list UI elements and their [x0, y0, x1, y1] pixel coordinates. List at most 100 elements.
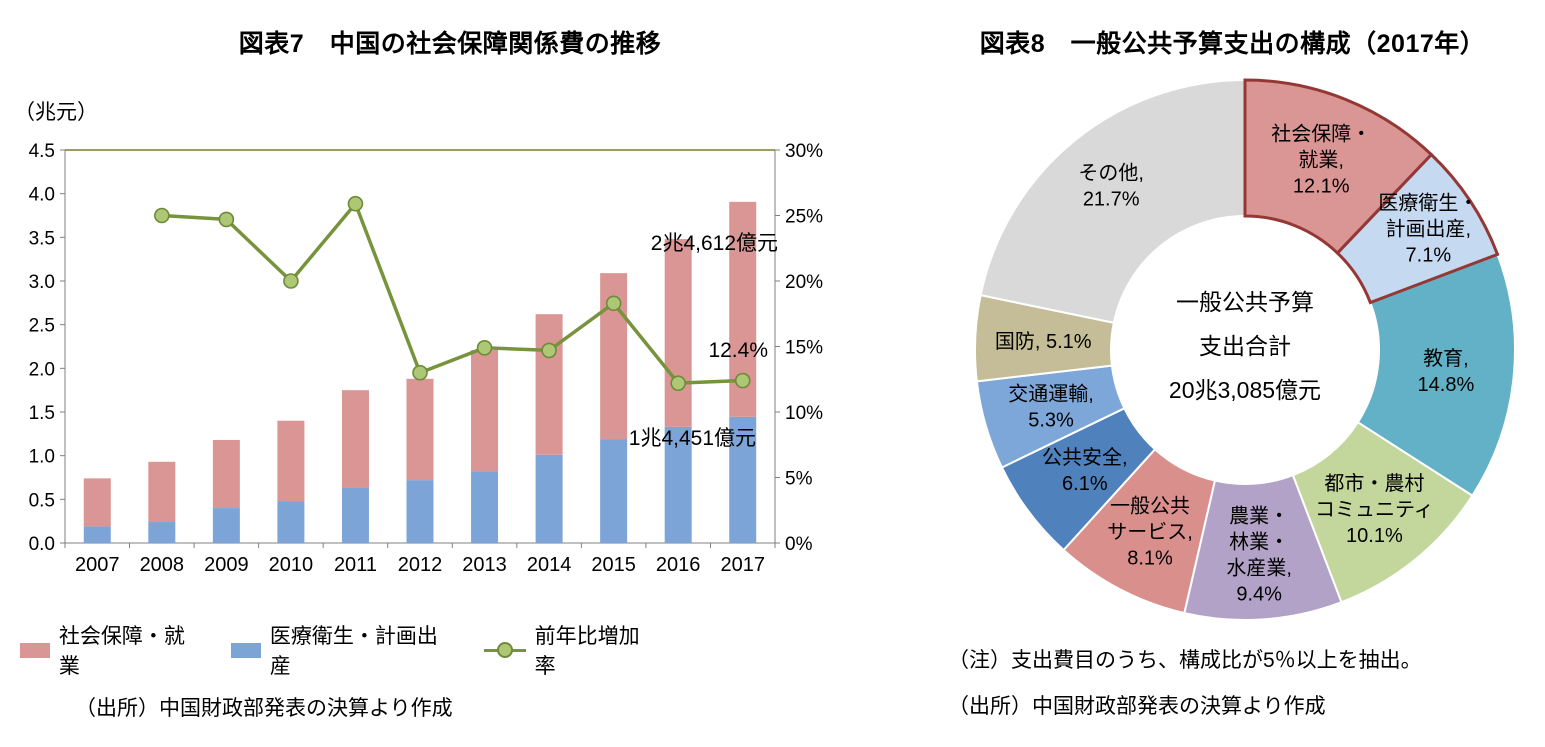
- right-axis-tick-label: 10%: [785, 403, 823, 424]
- growth-rate-marker: [412, 364, 428, 381]
- bar-medical-2010: [277, 501, 305, 543]
- bar-social-2010: [277, 420, 305, 502]
- bar-medical-2014: [535, 454, 563, 543]
- left-axis-tick-label: 2.0: [29, 359, 55, 380]
- chart-annotation: 1兆4,451億元: [629, 427, 756, 450]
- figure7-title: 図表7 中国の社会保障関係費の推移: [238, 30, 662, 58]
- donut-label-国防: 国防, 5.1%: [995, 330, 1092, 353]
- bar-medical-2016: [664, 426, 692, 543]
- donut-slice-社会保障・就業: [1243, 78, 1434, 256]
- right-axis-tick-label: 25%: [785, 207, 823, 228]
- donut-slice-医療衛生・計画出産: [1335, 152, 1500, 305]
- x-axis-tick-label: 2015: [591, 554, 636, 576]
- chart-annotation: 12.4%: [708, 339, 768, 362]
- legend-swatch: [231, 642, 261, 658]
- donut-label-公共安全: 公共安全, 6.1%: [1042, 446, 1128, 495]
- right-axis-tick-label: 30%: [785, 141, 823, 162]
- figure7-unit-label: （兆元）: [14, 101, 98, 124]
- donut-label-その他: その他, 21.7%: [1078, 162, 1144, 211]
- bar-medical-2012: [406, 480, 434, 543]
- right-axis-tick-label: 15%: [785, 338, 823, 359]
- bar-social-2007: [83, 478, 111, 527]
- growth-rate-marker: [347, 195, 364, 212]
- left-axis-tick-label: 4.0: [29, 185, 55, 206]
- legend-label: 前年比増加率: [534, 625, 640, 678]
- growth-rate-marker: [541, 342, 557, 359]
- growth-rate-marker: [476, 340, 493, 356]
- donut-slice-その他: [979, 78, 1246, 324]
- right-axis-tick-label: 0%: [785, 534, 813, 555]
- figure8-note: （注）支出費目のうち、構成比が5％以上を抽出。: [948, 649, 1422, 672]
- donut-label-都市・農村コミュニティ: 都市・農村コミュニティ 10.1%: [1315, 472, 1434, 547]
- x-axis-tick-label: 2016: [656, 554, 701, 576]
- left-axis-tick-label: 2.5: [29, 316, 55, 337]
- bar-medical-2013: [471, 471, 499, 543]
- bar-social-2008: [148, 461, 176, 523]
- left-axis-tick-label: 4.5: [29, 141, 55, 162]
- bar-social-2012: [406, 378, 434, 481]
- x-axis-tick-label: 2010: [269, 554, 314, 576]
- bar-social-2014: [535, 314, 563, 455]
- x-axis-tick-label: 2008: [140, 554, 185, 576]
- right-axis-tick-label: 20%: [785, 272, 823, 293]
- x-axis-tick-label: 2013: [462, 554, 507, 576]
- growth-rate-marker: [670, 375, 686, 391]
- bar-medical-2008: [148, 522, 176, 543]
- figure7-combo-chart: 0.0 0.5 1.0 1.5 2.0 2.5 3.0 3.5 4.0 4.5 0% 5% 10% 15%…: [29, 141, 824, 576]
- bar-social-2013: [471, 349, 499, 472]
- legend-swatch: [20, 642, 50, 658]
- growth-rate-marker: [154, 207, 170, 224]
- bar-medical-2011: [341, 487, 369, 543]
- growth-rate-line: [160, 201, 745, 385]
- figure7-legend: 社会保障・就業 医療衛生・計画出産 前年比増加率: [20, 620, 660, 680]
- bar-social-2009: [212, 439, 240, 509]
- donut-label-交通運輸: 交通運輸, 5.3%: [1008, 383, 1094, 432]
- left-axis-tick-label: 3.5: [29, 228, 55, 249]
- left-axis-tick-label: 3.0: [29, 272, 55, 293]
- legend-item-0: 社会保障・就業: [20, 620, 205, 680]
- figure7-source: （出所）中国財政部発表の決算より作成: [75, 697, 453, 720]
- left-axis-tick-label: 0.0: [29, 534, 55, 555]
- donut-label-農業・林業・水産業: 農業・林業・水産業, 9.4%: [1226, 505, 1292, 606]
- figure8-source: （出所）中国財政部発表の決算より作成: [948, 695, 1326, 718]
- donut-label-一般公共サービス: 一般公共サービス, 8.1%: [1107, 495, 1193, 570]
- legend-line-dot: [496, 641, 513, 658]
- x-axis-tick-label: 2017: [720, 554, 765, 576]
- figure8-panel: 図表8 一般公共予算支出の構成（2017年） 社会保障・就業, 12.1% 医療衛生…: [920, 0, 1545, 747]
- donut-label-教育: 教育, 14.8%: [1418, 347, 1475, 396]
- donut-center-label: 支出合計: [1199, 333, 1291, 359]
- chart-annotation: 2兆4,612億元: [651, 232, 778, 255]
- left-axis-tick-label: 0.5: [29, 490, 55, 511]
- right-axis-tick-label: 5%: [785, 469, 813, 490]
- growth-rate-marker: [734, 372, 751, 389]
- x-axis-tick-label: 2009: [204, 554, 249, 576]
- donut-label-医療衛生・計画出産: 医療衛生・計画出産, 7.1%: [1378, 191, 1478, 266]
- figure7-panel: 図表7 中国の社会保障関係費の推移 （兆元） 0.0 0.5 1.0 1.5 2.0 2.…: [14, 30, 824, 720]
- bar-social-2016: [664, 239, 692, 427]
- legend-item-1: 医療衛生・計画出産: [231, 620, 458, 680]
- left-axis-tick-label: 1.5: [29, 403, 55, 424]
- bar-social-2011: [341, 390, 369, 488]
- x-axis-tick-label: 2011: [334, 554, 377, 576]
- legend-label: 社会保障・就業: [58, 625, 185, 678]
- legend-item-2: 前年比増加率: [483, 620, 660, 680]
- growth-rate-marker: [218, 211, 235, 228]
- donut-center-label: 一般公共予算: [1176, 289, 1314, 315]
- bar-medical-2017: [729, 416, 757, 543]
- x-axis-tick-label: 2007: [75, 554, 120, 576]
- bar-medical-2009: [212, 508, 240, 543]
- left-axis-tick-label: 1.0: [29, 447, 55, 468]
- figure8-donut-chart: 社会保障・就業, 12.1%医療衛生・計画出産, 7.1% 教育, 14.8% 都市・農村…: [974, 78, 1516, 621]
- x-axis-tick-label: 2012: [398, 554, 443, 576]
- x-axis-tick-label: 2014: [527, 554, 572, 576]
- growth-rate-marker: [605, 295, 622, 312]
- bar-medical-2015: [600, 439, 628, 543]
- donut-label-社会保障・就業: 社会保障・就業, 12.1%: [1271, 123, 1371, 198]
- donut-center-label: 20兆3,085億元: [1169, 377, 1321, 403]
- figure8-title: 図表8 一般公共予算支出の構成（2017年）: [979, 30, 1486, 58]
- donut-slice-教育: [1356, 253, 1516, 498]
- legend-label: 医療衛生・計画出産: [269, 625, 438, 678]
- legend-line-marker: [483, 641, 526, 659]
- bar-medical-2007: [83, 526, 111, 543]
